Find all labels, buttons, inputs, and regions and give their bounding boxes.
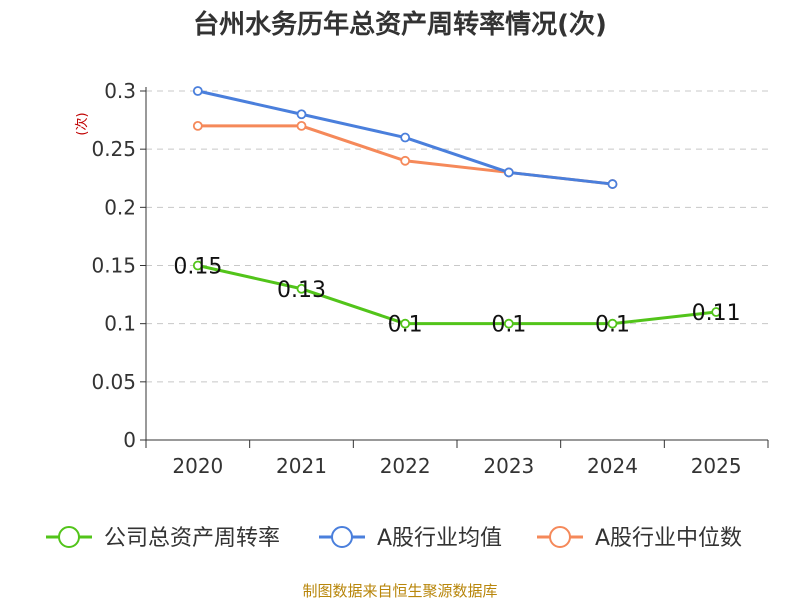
chart-title: 台州水务历年总资产周转率情况(次) — [193, 9, 607, 40]
y-tick-label: 0.2 — [104, 195, 136, 219]
x-tick-label: 2025 — [691, 454, 742, 478]
y-tick-label: 0 — [123, 428, 136, 452]
y-tick-label: 0.3 — [104, 79, 136, 103]
series-line-0 — [197, 264, 717, 326]
data-label: 0.13 — [277, 278, 326, 303]
legend-marker-0 — [58, 526, 80, 548]
data-point-0 — [607, 318, 618, 329]
data-point-0 — [503, 318, 514, 329]
legend: 公司总资产周转率 A股行业均值 A股行业中位数 — [46, 526, 742, 551]
y-tick-label: 0.25 — [91, 137, 136, 161]
x-tick-label: 2021 — [276, 454, 327, 478]
data-point-0 — [400, 318, 411, 329]
legend-marker-2 — [549, 526, 571, 548]
legend-label-2: A股行业中位数 — [595, 526, 742, 551]
data-label: 0.1 — [595, 313, 630, 338]
y-tick-label: 0.1 — [104, 312, 136, 336]
x-tick-label: 2020 — [172, 454, 223, 478]
data-label: 0.11 — [692, 301, 741, 326]
data-point-1 — [400, 132, 411, 143]
grid — [146, 90, 768, 383]
legend-label-0: 公司总资产周转率 — [104, 526, 280, 551]
data-label: 0.1 — [491, 313, 526, 338]
data-point-0 — [192, 260, 203, 271]
data-label: 0.1 — [388, 313, 423, 338]
data-point-2 — [400, 155, 411, 166]
legend-marker-1 — [331, 526, 353, 548]
series-group — [192, 86, 722, 329]
data-point-2 — [296, 121, 307, 131]
legend-label-1: A股行业均值 — [377, 526, 502, 551]
axes: 0 0.05 0.1 0.15 0.2 0.25 0.3 2020 2021 2022 2023 20… — [91, 79, 769, 478]
x-tick-label: 2024 — [587, 454, 638, 478]
data-labels: 0.15 0.13 0.1 0.1 0.1 0.11 — [173, 255, 740, 338]
source-note: 制图数据来自恒生聚源数据库 — [302, 582, 497, 600]
data-point-1 — [296, 109, 307, 120]
data-point-1 — [503, 167, 514, 178]
x-tick-label: 2022 — [380, 454, 431, 478]
y-tick-label: 0.15 — [91, 254, 136, 278]
y-axis-label: (次) — [74, 112, 90, 135]
x-tick-label: 2023 — [483, 454, 534, 478]
data-point-1 — [607, 179, 618, 189]
y-tick-label: 0.05 — [91, 370, 136, 394]
data-point-1 — [192, 86, 203, 96]
data-point-0 — [711, 307, 722, 317]
data-point-0 — [296, 283, 307, 294]
data-label: 0.15 — [173, 255, 222, 280]
data-point-2 — [192, 121, 203, 131]
